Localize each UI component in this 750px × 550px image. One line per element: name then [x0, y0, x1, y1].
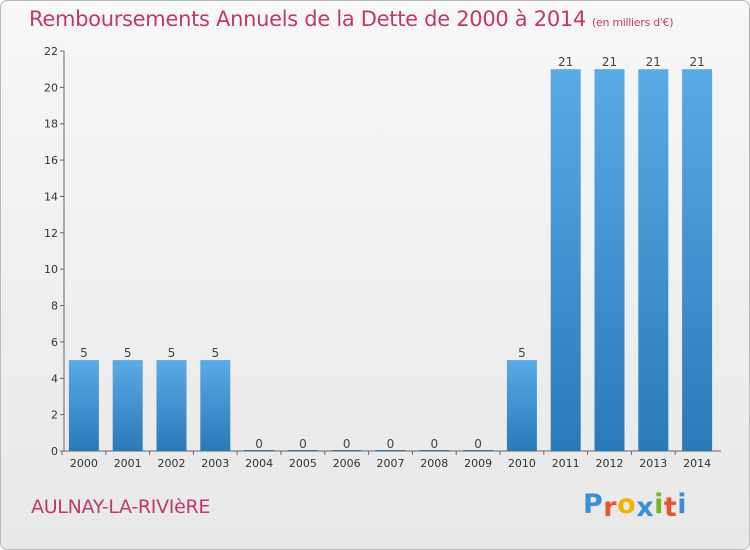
x-tick-label: 2002	[158, 457, 186, 470]
x-tick-label: 2008	[420, 457, 448, 470]
bar	[200, 360, 231, 451]
y-axis: 0 2 4 6 8 10 12 14 16 18 20 22	[44, 45, 65, 458]
logo-letter: o	[617, 489, 637, 520]
bar-value-label: 0	[255, 437, 263, 451]
x-axis: 2000 2001 2002 2003 2004 2005 2006 2007 2008 2009…	[61, 450, 721, 470]
y-tick-label: 10	[44, 263, 58, 276]
x-tick-label: 2007	[377, 457, 405, 470]
y-tick-label: 8	[51, 300, 58, 313]
bar	[419, 450, 450, 451]
logo-letter: r	[603, 492, 618, 523]
bar-value-label: 0	[474, 437, 482, 451]
town-name: AULNAY-LA-RIVIèRE	[31, 496, 211, 518]
x-tick-label: 2012	[596, 457, 624, 470]
x-tick-label: 2006	[333, 457, 361, 470]
x-tick-label: 2014	[683, 457, 711, 470]
x-tick-label: 2013	[639, 457, 667, 470]
bar-value-label: 21	[689, 55, 704, 69]
y-tick-label: 2	[51, 409, 58, 422]
bar	[638, 69, 669, 451]
bar-value-label: 5	[124, 346, 132, 360]
y-tick-label: 0	[51, 445, 58, 458]
bar-value-label: 0	[343, 437, 351, 451]
bar-value-label: 5	[80, 346, 88, 360]
bar	[375, 450, 406, 451]
bar-value-label: 21	[602, 55, 617, 69]
bar	[68, 360, 99, 451]
bar	[594, 69, 625, 451]
x-tick-label: 2000	[70, 457, 98, 470]
bar	[287, 450, 318, 451]
bar	[112, 360, 143, 451]
x-tick-label: 2004	[245, 457, 273, 470]
logo-letter: i	[677, 489, 688, 520]
bar-value-label: 0	[387, 437, 395, 451]
logo-letter: i	[654, 489, 664, 520]
y-tick-label: 4	[51, 372, 58, 385]
bar-value-label: 0	[430, 437, 438, 451]
y-tick-label: 18	[44, 118, 58, 131]
y-tick-label: 6	[51, 336, 58, 349]
x-tick-label: 2009	[464, 457, 492, 470]
bar-value-label: 21	[558, 55, 573, 69]
y-tick-label: 20	[44, 81, 58, 94]
bar	[682, 69, 713, 451]
bar	[506, 360, 537, 451]
bar-value-label: 5	[168, 346, 176, 360]
bar	[550, 69, 581, 451]
bar-value-label: 0	[299, 437, 307, 451]
bar	[156, 360, 187, 451]
bar	[331, 450, 362, 451]
chart-title: Remboursements Annuels de la Dette de 20…	[29, 7, 673, 31]
y-tick-label: 14	[44, 190, 58, 203]
logo-letter: t	[663, 492, 678, 523]
x-tick-label: 2003	[201, 457, 229, 470]
bar-value-label: 5	[518, 346, 526, 360]
x-tick-label: 2011	[552, 457, 580, 470]
y-tick-label: 12	[44, 227, 58, 240]
x-tick-label: 2005	[289, 457, 317, 470]
x-tick-label: 2010	[508, 457, 536, 470]
logo-letter: x	[636, 492, 655, 523]
bar	[244, 450, 275, 451]
bar	[463, 450, 494, 451]
logo-letter: P	[583, 489, 604, 520]
chart-subtitle: (en milliers d'€)	[592, 16, 674, 29]
bars: 5 5 5 5 0 0 0 0 0 0 5 21 21 21 21	[68, 55, 713, 451]
y-tick-label: 22	[44, 45, 58, 58]
y-tick-label: 16	[44, 154, 58, 167]
bar-value-label: 5	[211, 346, 219, 360]
bar-value-label: 21	[646, 55, 661, 69]
chart-title-text: Remboursements Annuels de la Dette de 20…	[29, 7, 586, 31]
proxiti-logo: Proxiti	[583, 489, 688, 523]
x-tick-label: 2001	[114, 457, 142, 470]
